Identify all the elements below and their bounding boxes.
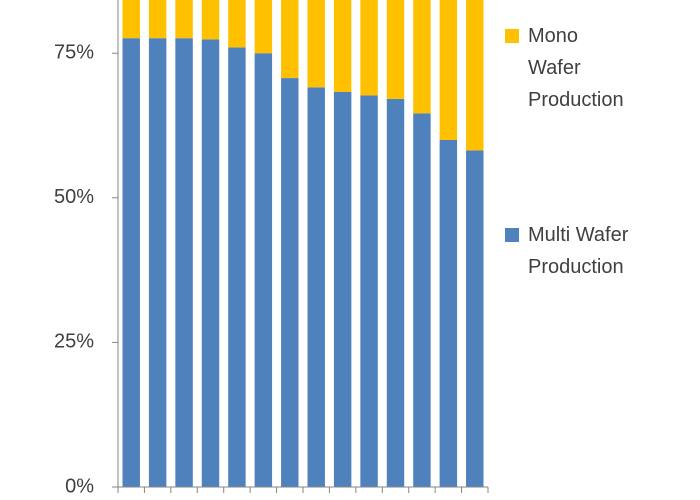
y-tick-label: 75% (54, 41, 94, 63)
bar-segment (307, 0, 325, 88)
legend-swatch (505, 29, 519, 43)
bar-segment (413, 0, 431, 114)
bar-segment (175, 38, 193, 487)
bar-segment (466, 150, 484, 487)
bar-segment (307, 87, 325, 487)
y-tick-label: 50% (54, 186, 94, 208)
bar-segment (360, 95, 378, 487)
bar-segment (175, 0, 193, 39)
y-tick-label: 25% (54, 331, 94, 353)
legend-label: Multi Wafer Production (528, 224, 629, 278)
bar-segment (148, 38, 167, 487)
bar-segment (386, 0, 405, 99)
bar-segment (466, 0, 484, 151)
bar-segment (228, 47, 246, 488)
bar-segment (148, 0, 167, 39)
y-tick-label: 0% (65, 475, 94, 497)
bar-segment (254, 0, 273, 54)
bar-segment (201, 0, 220, 40)
bar-segment (254, 53, 273, 488)
bar-segment (281, 78, 299, 488)
bar-segment (228, 0, 246, 48)
bar-segment (439, 139, 458, 487)
legend-label: Mono Wafer Production (528, 25, 624, 111)
bar-segment (201, 39, 220, 487)
bar-segment (281, 0, 299, 79)
bar-segment (386, 98, 405, 487)
bar-segment (122, 0, 140, 39)
bar-segment (360, 0, 378, 96)
bar-segment (333, 0, 352, 92)
bar-segment (439, 0, 458, 140)
bar-segment (333, 91, 352, 487)
legend-swatch (505, 228, 519, 242)
bar-segment (413, 113, 431, 488)
bar-segment (122, 38, 140, 487)
